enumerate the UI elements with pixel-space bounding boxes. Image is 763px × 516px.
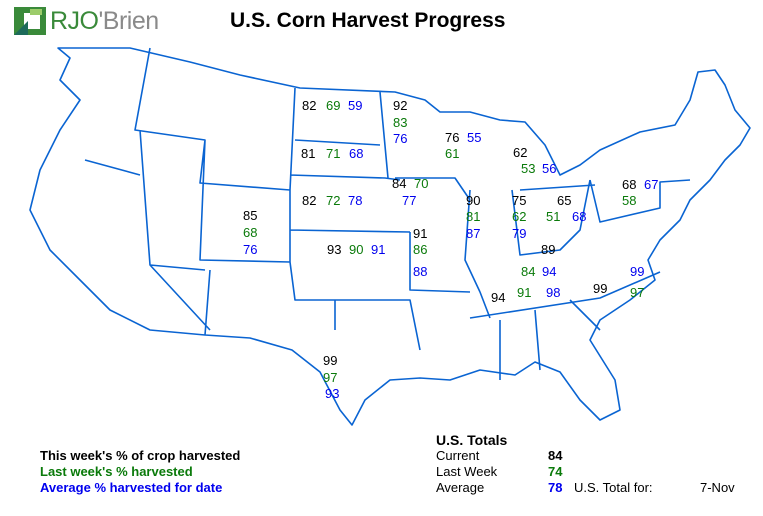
total-for-label: U.S. Total for:	[574, 480, 653, 495]
in-current: 75	[512, 193, 527, 208]
ky-last-week: 84	[521, 264, 536, 279]
co-average: 76	[243, 242, 258, 257]
totals-current-label: Current	[436, 448, 480, 463]
totals-last-week-label: Last Week	[436, 464, 498, 479]
sd-current: 81	[301, 146, 316, 161]
mo-current: 91	[413, 226, 428, 241]
mi-average: 56	[542, 161, 557, 176]
us-totals: U.S. Totals Current 84 Last Week 74 Averag…	[436, 432, 576, 496]
mn-average: 76	[393, 131, 408, 146]
mn-last-week: 83	[393, 115, 408, 130]
il-average: 87	[466, 226, 481, 241]
wi-last-week: 61	[445, 146, 460, 161]
total-date: 7-Nov	[700, 480, 735, 495]
tn-average: 98	[546, 285, 561, 300]
mo-last-week: 86	[413, 242, 428, 257]
logo-text: RJO'Brien	[50, 6, 159, 35]
sd-last-week: 71	[326, 146, 341, 161]
tx-current: 99	[323, 353, 338, 368]
legend: This week's % of crop harvested Last wee…	[40, 448, 240, 496]
tx-last-week: 97	[323, 370, 338, 385]
pa-average: 67	[644, 177, 659, 192]
legend-current: This week's % of crop harvested	[40, 448, 241, 463]
il-current: 90	[466, 193, 481, 208]
wi-current: 76	[445, 130, 460, 145]
ky-average: 94	[542, 264, 557, 279]
ky-current: 89	[541, 242, 556, 257]
totals-heading: U.S. Totals	[436, 432, 508, 448]
nc-last-week: 97	[630, 285, 645, 300]
ia-current: 84	[392, 176, 407, 191]
ne-current: 82	[302, 193, 317, 208]
pa-current: 68	[622, 177, 637, 192]
co-current: 85	[243, 208, 258, 223]
nc-average: 99	[630, 264, 645, 279]
mo-average: 88	[413, 264, 428, 279]
il-last-week: 81	[466, 209, 481, 224]
map-title: U.S. Corn Harvest Progress	[230, 9, 506, 32]
nc-current: 99	[593, 281, 608, 296]
ia-last-week: 70	[414, 176, 429, 191]
nd-average: 59	[348, 98, 363, 113]
tx-average: 93	[325, 386, 340, 401]
wi-average: 55	[467, 130, 482, 145]
ne-average: 78	[348, 193, 363, 208]
co-last-week: 68	[243, 225, 258, 240]
totals-average-value: 78	[548, 480, 563, 495]
rjobrien-logo: RJO'Brien	[14, 6, 159, 36]
legend-average: Average % harvested for date	[40, 480, 223, 495]
legend-last-week: Last week's % harvested	[40, 464, 193, 479]
mn-current: 92	[393, 98, 408, 113]
tn-last-week: 91	[517, 285, 532, 300]
nd-current: 82	[302, 98, 317, 113]
in-last-week: 62	[512, 209, 527, 224]
mi-last-week: 53	[521, 161, 536, 176]
logo-mark-icon	[14, 7, 46, 35]
oh-current: 65	[557, 193, 572, 208]
ks-average: 91	[371, 242, 386, 257]
totals-last-week-value: 74	[548, 464, 563, 479]
mi-current: 62	[513, 145, 528, 160]
ks-current: 93	[327, 242, 342, 257]
nd-last-week: 69	[326, 98, 341, 113]
sd-average: 68	[349, 146, 364, 161]
ne-last-week: 72	[326, 193, 341, 208]
oh-average: 68	[572, 209, 587, 224]
state-borders	[84, 47, 691, 380]
oh-last-week: 51	[546, 209, 561, 224]
ia-average: 77	[402, 193, 417, 208]
pa-last-week: 58	[622, 193, 637, 208]
us-outline	[29, 47, 751, 426]
totals-current-value: 84	[548, 448, 563, 463]
ks-last-week: 90	[349, 242, 364, 257]
in-average: 79	[512, 226, 527, 241]
tn-current: 94	[491, 290, 506, 305]
totals-average-label: Average	[436, 480, 485, 495]
